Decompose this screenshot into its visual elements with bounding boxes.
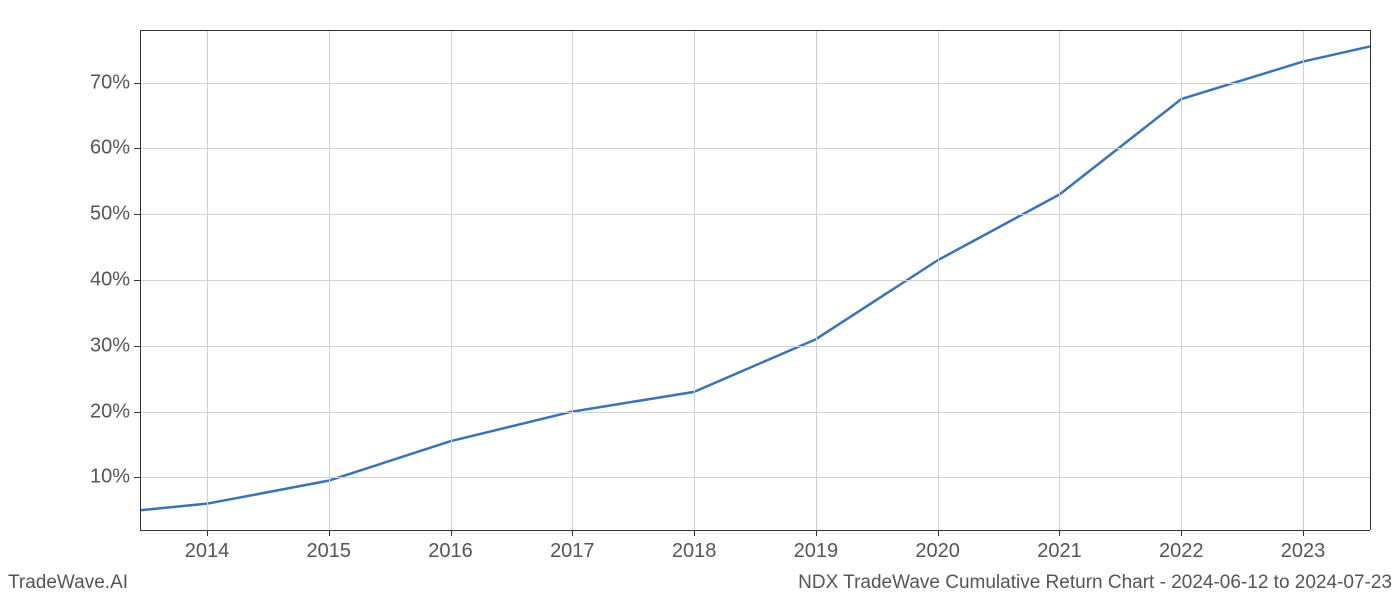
gridline-horizontal bbox=[140, 83, 1370, 84]
footer-brand: TradeWave.AI bbox=[8, 572, 128, 594]
gridline-vertical bbox=[694, 30, 695, 530]
x-tick-label: 2021 bbox=[1037, 530, 1082, 563]
top-spine bbox=[140, 30, 1370, 31]
x-tick-label: 2023 bbox=[1281, 530, 1326, 563]
footer-caption: NDX TradeWave Cumulative Return Chart - … bbox=[798, 572, 1392, 594]
y-axis-spine bbox=[140, 30, 141, 530]
x-axis-spine bbox=[140, 530, 1370, 531]
y-tick-label: 30% bbox=[90, 334, 140, 357]
gridline-horizontal bbox=[140, 214, 1370, 215]
gridline-vertical bbox=[938, 30, 939, 530]
x-tick-label: 2019 bbox=[794, 530, 839, 563]
gridline-vertical bbox=[1059, 30, 1060, 530]
x-tick-label: 2016 bbox=[428, 530, 473, 563]
gridline-horizontal bbox=[140, 346, 1370, 347]
gridline-horizontal bbox=[140, 148, 1370, 149]
x-tick-label: 2022 bbox=[1159, 530, 1204, 563]
x-tick-label: 2017 bbox=[550, 530, 595, 563]
y-tick-label: 60% bbox=[90, 137, 140, 160]
y-tick-label: 40% bbox=[90, 269, 140, 292]
x-tick-label: 2014 bbox=[185, 530, 230, 563]
y-tick-label: 50% bbox=[90, 203, 140, 226]
gridline-vertical bbox=[451, 30, 452, 530]
x-tick-label: 2020 bbox=[915, 530, 960, 563]
gridline-vertical bbox=[572, 30, 573, 530]
y-tick-label: 70% bbox=[90, 71, 140, 94]
gridline-vertical bbox=[329, 30, 330, 530]
chart-container: 10% 20% 30% 40% 50% 60% 70% 2014 2015 2016 2017 201… bbox=[0, 0, 1400, 600]
right-spine bbox=[1370, 30, 1371, 530]
gridline-vertical bbox=[1303, 30, 1304, 530]
x-tick-label: 2018 bbox=[672, 530, 717, 563]
gridline-horizontal bbox=[140, 477, 1370, 478]
gridline-vertical bbox=[207, 30, 208, 530]
gridline-vertical bbox=[1181, 30, 1182, 530]
y-tick-label: 20% bbox=[90, 400, 140, 423]
y-tick-label: 10% bbox=[90, 466, 140, 489]
gridline-horizontal bbox=[140, 280, 1370, 281]
x-tick-label: 2015 bbox=[307, 530, 352, 563]
gridline-vertical bbox=[816, 30, 817, 530]
plot-area: 10%20%30%40%50%60%70%2014201520162017201… bbox=[140, 30, 1370, 530]
gridline-horizontal bbox=[140, 412, 1370, 413]
line-series-cumulative-return bbox=[140, 46, 1370, 510]
